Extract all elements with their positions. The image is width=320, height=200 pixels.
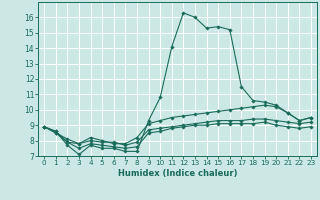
X-axis label: Humidex (Indice chaleur): Humidex (Indice chaleur) [118, 169, 237, 178]
